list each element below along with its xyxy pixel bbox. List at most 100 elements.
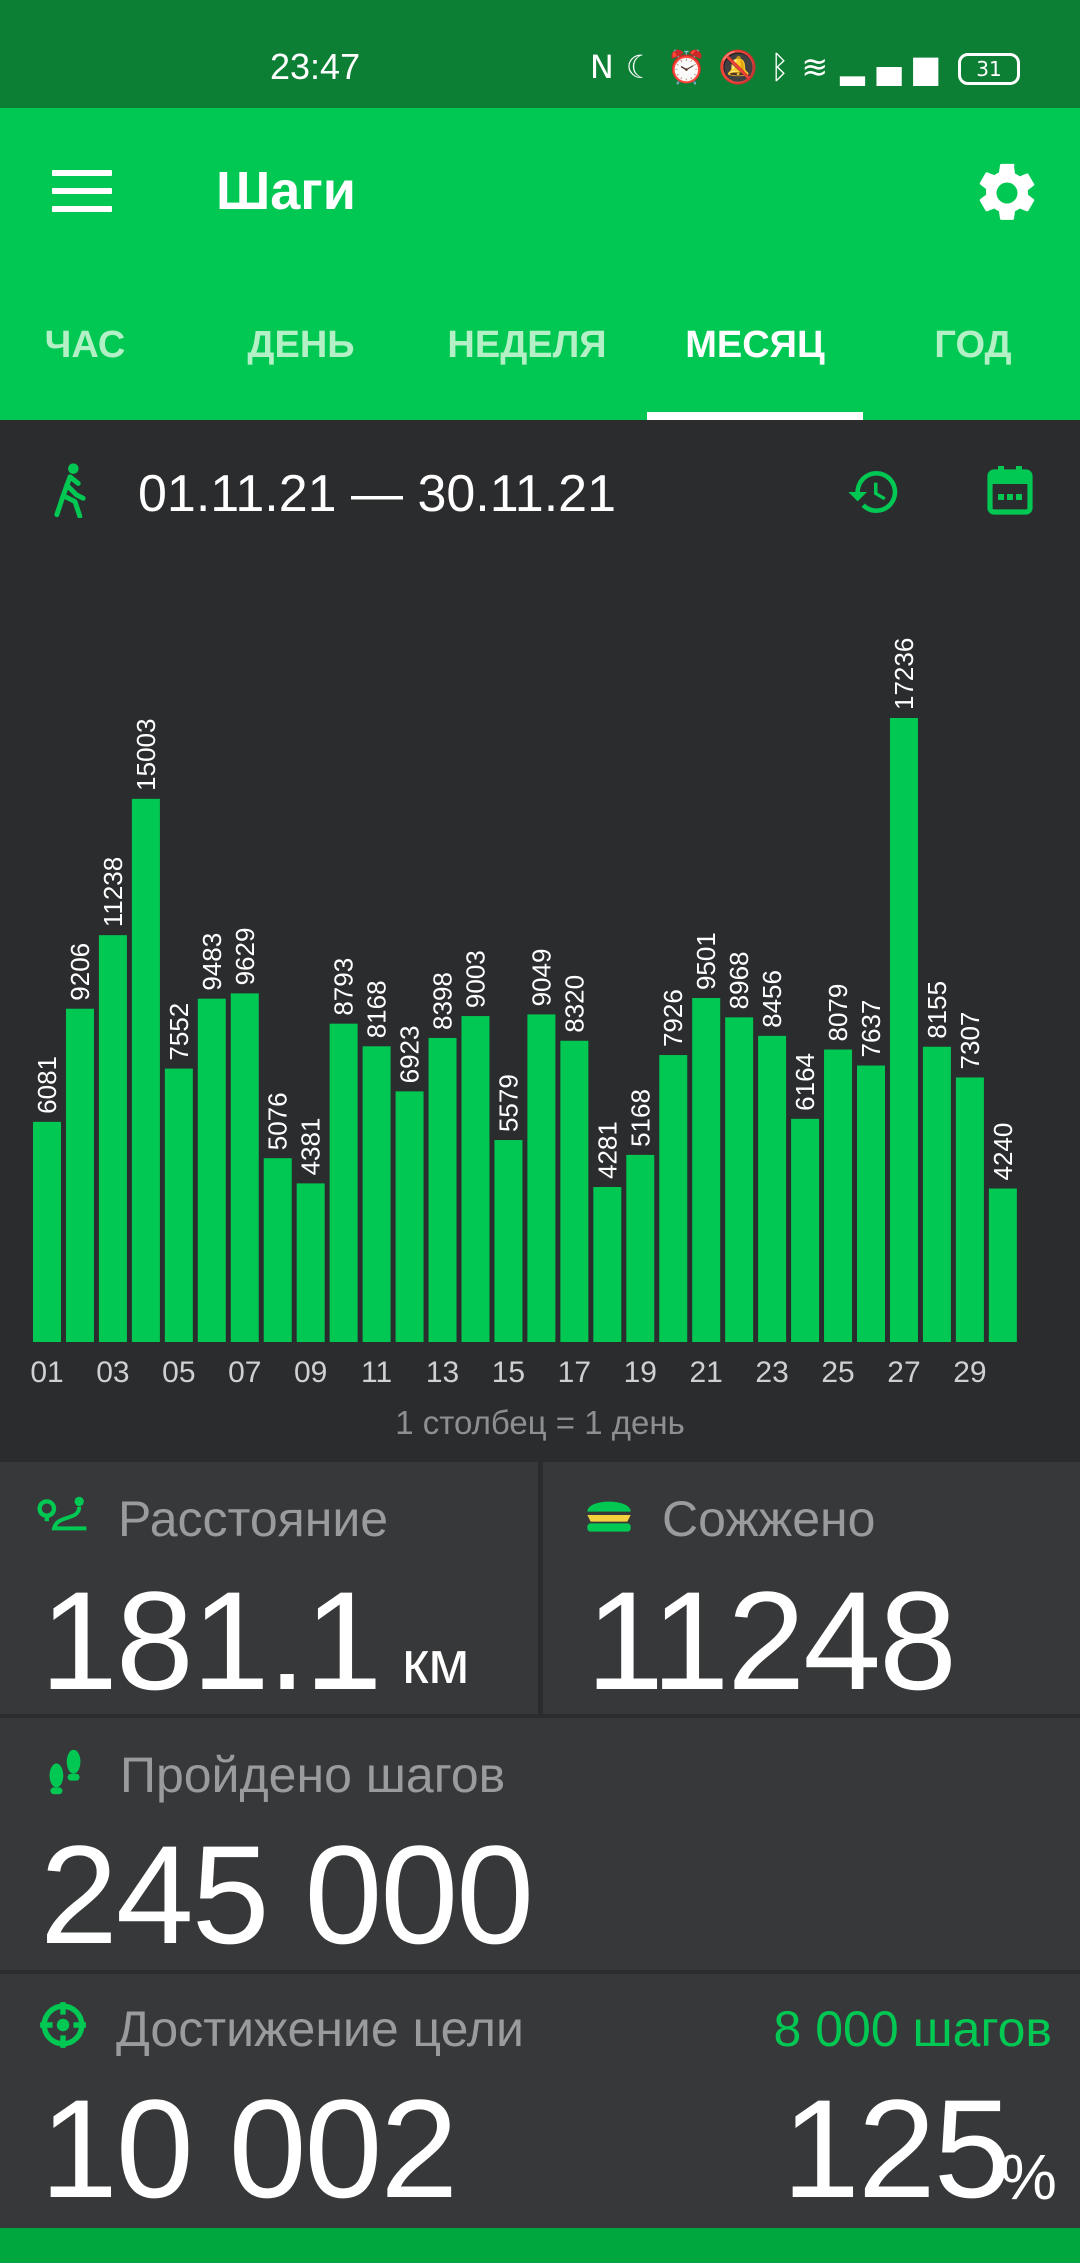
- chart-bar-22[interactable]: [725, 1017, 754, 1342]
- calories-card[interactable]: [543, 1462, 1080, 1714]
- tab-year[interactable]: ГОД: [934, 324, 1012, 366]
- chart-x-tick: 15: [492, 1356, 525, 1389]
- wifi-icon: ≋: [801, 48, 841, 86]
- steps-label: Пройдено шагов: [120, 1747, 506, 1803]
- chart-value-label: 6081: [32, 1056, 62, 1114]
- tab-indicator: [647, 412, 863, 420]
- chart-bar-17[interactable]: [560, 1040, 589, 1342]
- distance-value: 181.1: [40, 1562, 382, 1719]
- chart-x-tick: 03: [96, 1356, 129, 1389]
- chart-bar-12[interactable]: [395, 1091, 424, 1342]
- chart-bar-08[interactable]: [263, 1158, 292, 1342]
- status-icons: N☾⏰🔕ᛒ≋▂▄▆ 31: [590, 48, 1020, 86]
- chart-x-tick: 09: [294, 1356, 327, 1389]
- calories-label: Сожжено: [662, 1491, 876, 1547]
- chart-bar-05[interactable]: [164, 1068, 193, 1342]
- walk-icon: [54, 463, 86, 518]
- burger-icon: [587, 1501, 631, 1532]
- chart-value-label: 8968: [724, 951, 754, 1009]
- chart-value-label: 8398: [428, 972, 458, 1030]
- chart-bar-25[interactable]: [824, 1049, 853, 1342]
- chart-bar-29[interactable]: [955, 1077, 984, 1342]
- chart-bar-03[interactable]: [98, 935, 127, 1342]
- nfc-icon: N: [589, 48, 626, 86]
- chart-value-label: 9003: [460, 950, 490, 1008]
- chart-bar-11[interactable]: [362, 1046, 391, 1342]
- chart-x-tick: 07: [228, 1356, 261, 1389]
- chart-value-label: 9501: [691, 932, 721, 990]
- chart-bar-27[interactable]: [889, 718, 918, 1342]
- hamburger-icon-line: [52, 188, 112, 194]
- page-title: Шаги: [216, 161, 356, 221]
- chart-x-tick: 29: [953, 1356, 986, 1389]
- chart-x-tick: 25: [821, 1356, 854, 1389]
- chart-bar-21[interactable]: [692, 998, 721, 1342]
- chart-bar-13[interactable]: [428, 1037, 457, 1342]
- chart-bar-14[interactable]: [461, 1016, 490, 1342]
- chart-bar-16[interactable]: [527, 1014, 556, 1342]
- goal-percent-sign: %: [1000, 2141, 1057, 2213]
- chart-bar-30[interactable]: [988, 1188, 1017, 1342]
- tab-day[interactable]: ДЕНЬ: [247, 324, 355, 366]
- chart-value-label: 8168: [362, 980, 392, 1038]
- tab-month[interactable]: МЕСЯЦ: [685, 324, 825, 366]
- date-range[interactable]: 01.11.21 — 30.11.21: [138, 465, 617, 523]
- chart-value-label: 6923: [395, 1026, 425, 1084]
- chart-value-label: 9483: [197, 933, 227, 991]
- chart-bar-07[interactable]: [230, 993, 259, 1342]
- bluetooth-icon: ᛒ: [770, 48, 802, 86]
- chart-x-tick: 17: [558, 1356, 591, 1389]
- history-icon[interactable]: [846, 464, 902, 520]
- chart-bar-02[interactable]: [65, 1008, 94, 1342]
- distance-card[interactable]: [0, 1462, 538, 1714]
- chart-value-label: 8456: [757, 970, 787, 1028]
- chart-note: 1 столбец = 1 день: [395, 1404, 685, 1441]
- goal-target[interactable]: 8 000 шагов: [773, 2001, 1052, 2057]
- chart-value-label: 8793: [329, 958, 359, 1016]
- goal-average-value: 10 002: [40, 2070, 458, 2227]
- chart-bar-09[interactable]: [296, 1183, 325, 1342]
- chart-value-label: 9206: [65, 943, 95, 1001]
- chart-bar-19[interactable]: [626, 1154, 655, 1342]
- chart-bar-10[interactable]: [329, 1023, 358, 1342]
- footprints-icon: [49, 1749, 81, 1795]
- chart-bar-24[interactable]: [791, 1118, 820, 1342]
- goal-percent-value: 125: [782, 2070, 1012, 2227]
- goal-card[interactable]: [0, 1974, 1080, 2228]
- chart-x-tick: 21: [690, 1356, 723, 1389]
- chart-value-label: 5168: [625, 1089, 655, 1147]
- chart-bar-28[interactable]: [922, 1046, 951, 1342]
- chart-value-label: 5579: [493, 1074, 523, 1132]
- chart-x-tick: 11: [361, 1356, 392, 1389]
- gear-icon[interactable]: [972, 158, 1042, 228]
- menu-button[interactable]: [52, 170, 112, 214]
- chart-value-label: 7307: [955, 1012, 985, 1070]
- chart-value-label: 7926: [658, 989, 688, 1047]
- chart-value-label: 7637: [856, 1000, 886, 1058]
- chart-bar-06[interactable]: [197, 998, 226, 1342]
- chart-value-label: 11238: [98, 857, 128, 927]
- distance-label: Расстояние: [118, 1491, 389, 1547]
- chart-x-tick: 23: [755, 1356, 788, 1389]
- chart-bar-23[interactable]: [758, 1035, 787, 1342]
- chart-value-label: 6164: [790, 1053, 820, 1111]
- tab-week[interactable]: НЕДЕЛЯ: [447, 324, 607, 366]
- chart-bar-04[interactable]: [131, 798, 160, 1342]
- chart-bar-01[interactable]: [33, 1121, 61, 1342]
- tab-hour[interactable]: ЧАС: [44, 324, 126, 366]
- chart-bar-18[interactable]: [593, 1187, 622, 1342]
- chart-value-label: 8079: [823, 984, 853, 1042]
- status-bar: [0, 0, 1080, 108]
- steps-card[interactable]: [0, 1718, 1080, 1970]
- chart-bar-20[interactable]: [659, 1055, 688, 1342]
- chart-x-tick: 01: [30, 1356, 63, 1389]
- chart-bar-26[interactable]: [857, 1065, 885, 1342]
- calendar-icon[interactable]: [986, 464, 1034, 516]
- chart-value-label: 4240: [988, 1123, 1018, 1181]
- chart-value-label: 8320: [559, 975, 589, 1033]
- battery-icon: 31: [958, 53, 1020, 85]
- app-bar: [0, 108, 1080, 420]
- chart-value-label: 17236: [889, 638, 919, 710]
- chart-x-tick: 05: [162, 1356, 195, 1389]
- chart-bar-15[interactable]: [494, 1140, 523, 1342]
